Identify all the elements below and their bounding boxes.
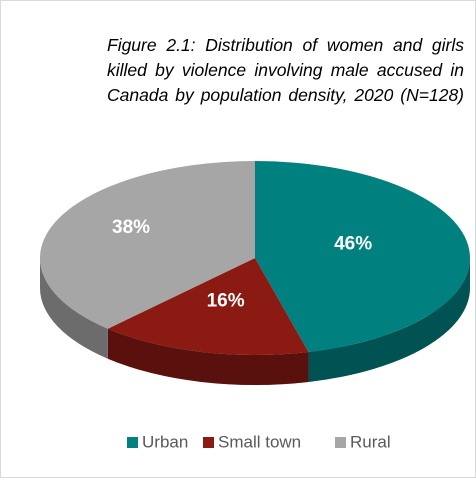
legend-swatch bbox=[203, 437, 214, 448]
slice bbox=[39, 161, 255, 329]
legend-swatch bbox=[127, 437, 138, 448]
slice bbox=[107, 258, 309, 355]
legend-label: Small town bbox=[218, 432, 301, 451]
chart-title: Figure 2.1: Distribution of women and gi… bbox=[107, 35, 464, 105]
legend-label: Rural bbox=[350, 432, 391, 451]
data-label: 46% bbox=[334, 233, 372, 254]
legend-swatch bbox=[335, 437, 346, 448]
legend-label: Urban bbox=[142, 432, 188, 451]
slice-side bbox=[40, 258, 108, 359]
data-label: 38% bbox=[112, 217, 150, 238]
slice-side bbox=[107, 328, 309, 386]
data-label: 16% bbox=[207, 291, 245, 312]
slice-side bbox=[308, 258, 471, 382]
slice-side-shade bbox=[107, 328, 309, 386]
slice-side-shade bbox=[40, 258, 108, 359]
slice bbox=[255, 161, 471, 352]
slice-side-shade bbox=[308, 258, 471, 382]
